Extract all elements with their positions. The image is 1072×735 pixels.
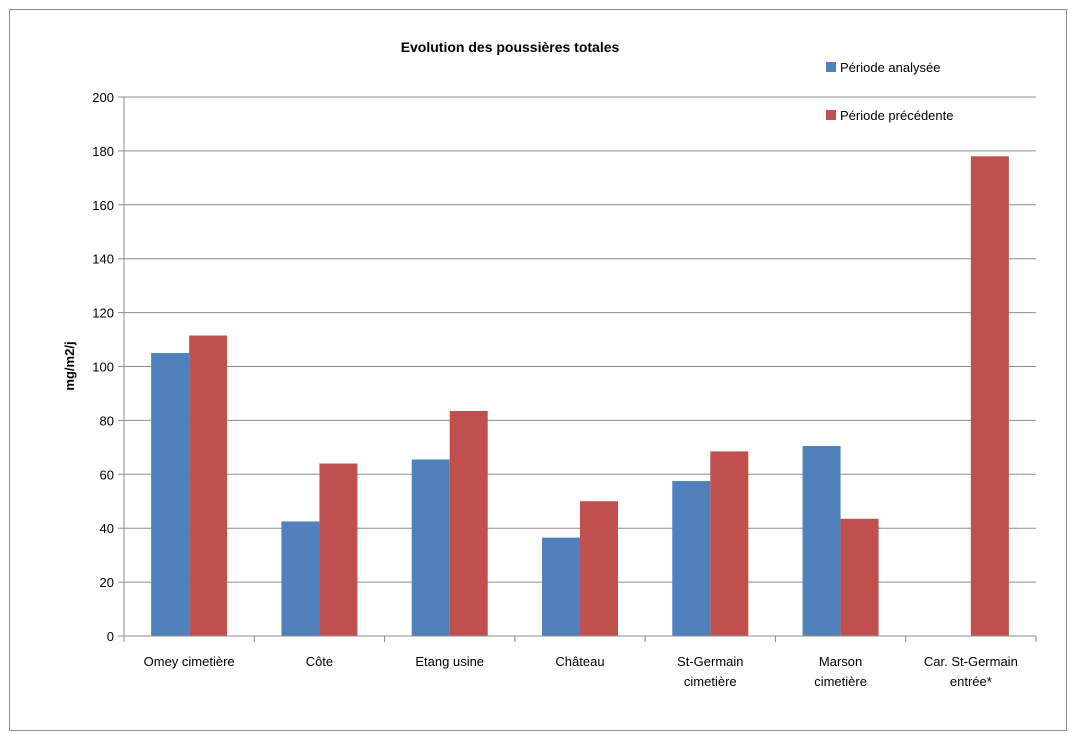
bar-periode-precedente (189, 335, 228, 636)
x-category-label: Côte (306, 654, 333, 669)
bar-periode-analysee (411, 459, 450, 636)
bar-periode-precedente (580, 501, 618, 636)
y-tick-label: 0 (107, 629, 114, 644)
x-category-label: St-Germain (677, 654, 743, 669)
x-category-label: cimetière (814, 674, 867, 689)
x-category-label: cimetière (684, 674, 737, 689)
legend: Période analysée Période précédente (826, 60, 953, 123)
legend-label: Période précédente (840, 108, 953, 123)
bar-periode-analysee (281, 521, 320, 636)
x-category-label: Marson (819, 654, 862, 669)
bar-periode-precedente (710, 451, 749, 636)
bars (151, 156, 1009, 637)
legend-label: Période analysée (840, 60, 940, 75)
y-tick-label: 160 (92, 198, 114, 213)
y-tick-label: 200 (92, 90, 114, 105)
bar-periode-precedente (449, 410, 488, 636)
axes (123, 97, 1037, 642)
x-category-label: Etang usine (415, 654, 484, 669)
bar-periode-analysee (672, 481, 711, 636)
bar-periode-precedente (970, 156, 1009, 637)
bar-periode-analysee (151, 353, 190, 636)
legend-swatch (826, 110, 836, 120)
bar-periode-precedente (840, 518, 879, 636)
bar-periode-precedente (319, 463, 358, 636)
y-tick-label: 120 (92, 306, 114, 321)
y-axis-label: mg/m2/j (62, 341, 77, 390)
y-tick-label: 40 (100, 521, 114, 536)
y-tick-labels: 0 20 40 60 80 100 120 140 160 180 200 (92, 90, 114, 644)
x-category-label: Château (555, 654, 604, 669)
bar-periode-analysee (802, 446, 841, 636)
x-category-labels: Omey cimetière Côte Etang usine Château St-G… (144, 654, 1018, 689)
y-tick-label: 140 (92, 252, 114, 267)
y-tick-label: 60 (100, 467, 114, 482)
y-tick-label: 100 (92, 360, 114, 375)
y-tick-label: 20 (100, 575, 114, 590)
chart-title: Evolution des poussières totales (401, 39, 620, 55)
x-category-label: entrée* (950, 674, 992, 689)
legend-swatch (826, 62, 836, 72)
x-category-label: Car. St-Germain (924, 654, 1018, 669)
y-tick-label: 180 (92, 144, 114, 159)
y-tick-label: 80 (100, 413, 114, 428)
x-category-label: Omey cimetière (144, 654, 235, 669)
bar-periode-analysee (542, 537, 580, 636)
